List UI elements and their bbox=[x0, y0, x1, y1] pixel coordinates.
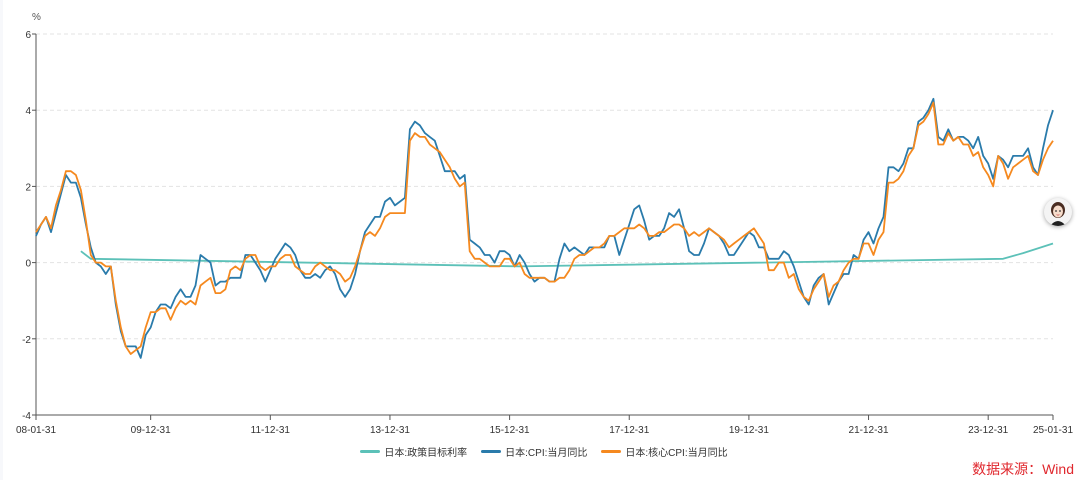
x-tick-label: 25-01-31 bbox=[1033, 425, 1073, 436]
legend-label: 日本:CPI:当月同比 bbox=[505, 448, 588, 459]
x-tick-label: 17-12-31 bbox=[609, 425, 649, 436]
legend-swatch-core-cpi bbox=[601, 450, 622, 453]
x-tick-label: 13-12-31 bbox=[370, 425, 410, 436]
x-tick-label: 21-12-31 bbox=[849, 425, 889, 436]
y-axis-unit: % bbox=[32, 12, 41, 23]
series-line-core-cpi bbox=[35, 101, 1054, 355]
legend-label: 日本:政策目标利率 bbox=[384, 448, 468, 459]
x-tick-label: 09-12-31 bbox=[131, 425, 171, 436]
legend-swatch-policy-rate bbox=[360, 450, 381, 453]
x-tick-label: 23-12-31 bbox=[968, 425, 1008, 436]
x-tick-label: 19-12-31 bbox=[729, 425, 769, 436]
y-tick-label: -2 bbox=[22, 335, 31, 346]
y-tick-label: 6 bbox=[25, 30, 31, 41]
y-tick-label: -4 bbox=[22, 411, 31, 422]
legend-label: 日本:核心CPI:当月同比 bbox=[625, 448, 728, 459]
line-chart: % -4 -2 0 2 4 6 08-01-31 09-12-31 11-12-31 13-12-3… bbox=[16, 12, 1073, 436]
legend-item-cpi[interactable]: 日本:CPI:当月同比 bbox=[481, 444, 587, 459]
y-tick-label: 0 bbox=[25, 259, 31, 270]
x-tick-label: 11-12-31 bbox=[251, 425, 291, 436]
y-tick-label: 4 bbox=[25, 106, 31, 117]
series-line-cpi bbox=[35, 97, 1054, 359]
source-note: 数据来源：Wind bbox=[972, 461, 1074, 477]
left-edge-strip bbox=[0, 0, 3, 480]
x-tick-label: 08-01-31 bbox=[16, 425, 56, 436]
series-line-policy-rate bbox=[80, 242, 1054, 268]
y-tick-label: 2 bbox=[25, 182, 31, 193]
assistant-avatar-icon[interactable] bbox=[1044, 198, 1072, 226]
legend-swatch-cpi bbox=[481, 450, 502, 453]
legend-item-core-cpi[interactable]: 日本:核心CPI:当月同比 bbox=[601, 444, 728, 459]
x-tick-label: 15-12-31 bbox=[490, 425, 530, 436]
chart-legend: 日本:政策目标利率 日本:CPI:当月同比 日本:核心CPI:当月同比 bbox=[0, 444, 1080, 459]
legend-item-policy-rate[interactable]: 日本:政策目标利率 bbox=[360, 444, 467, 459]
